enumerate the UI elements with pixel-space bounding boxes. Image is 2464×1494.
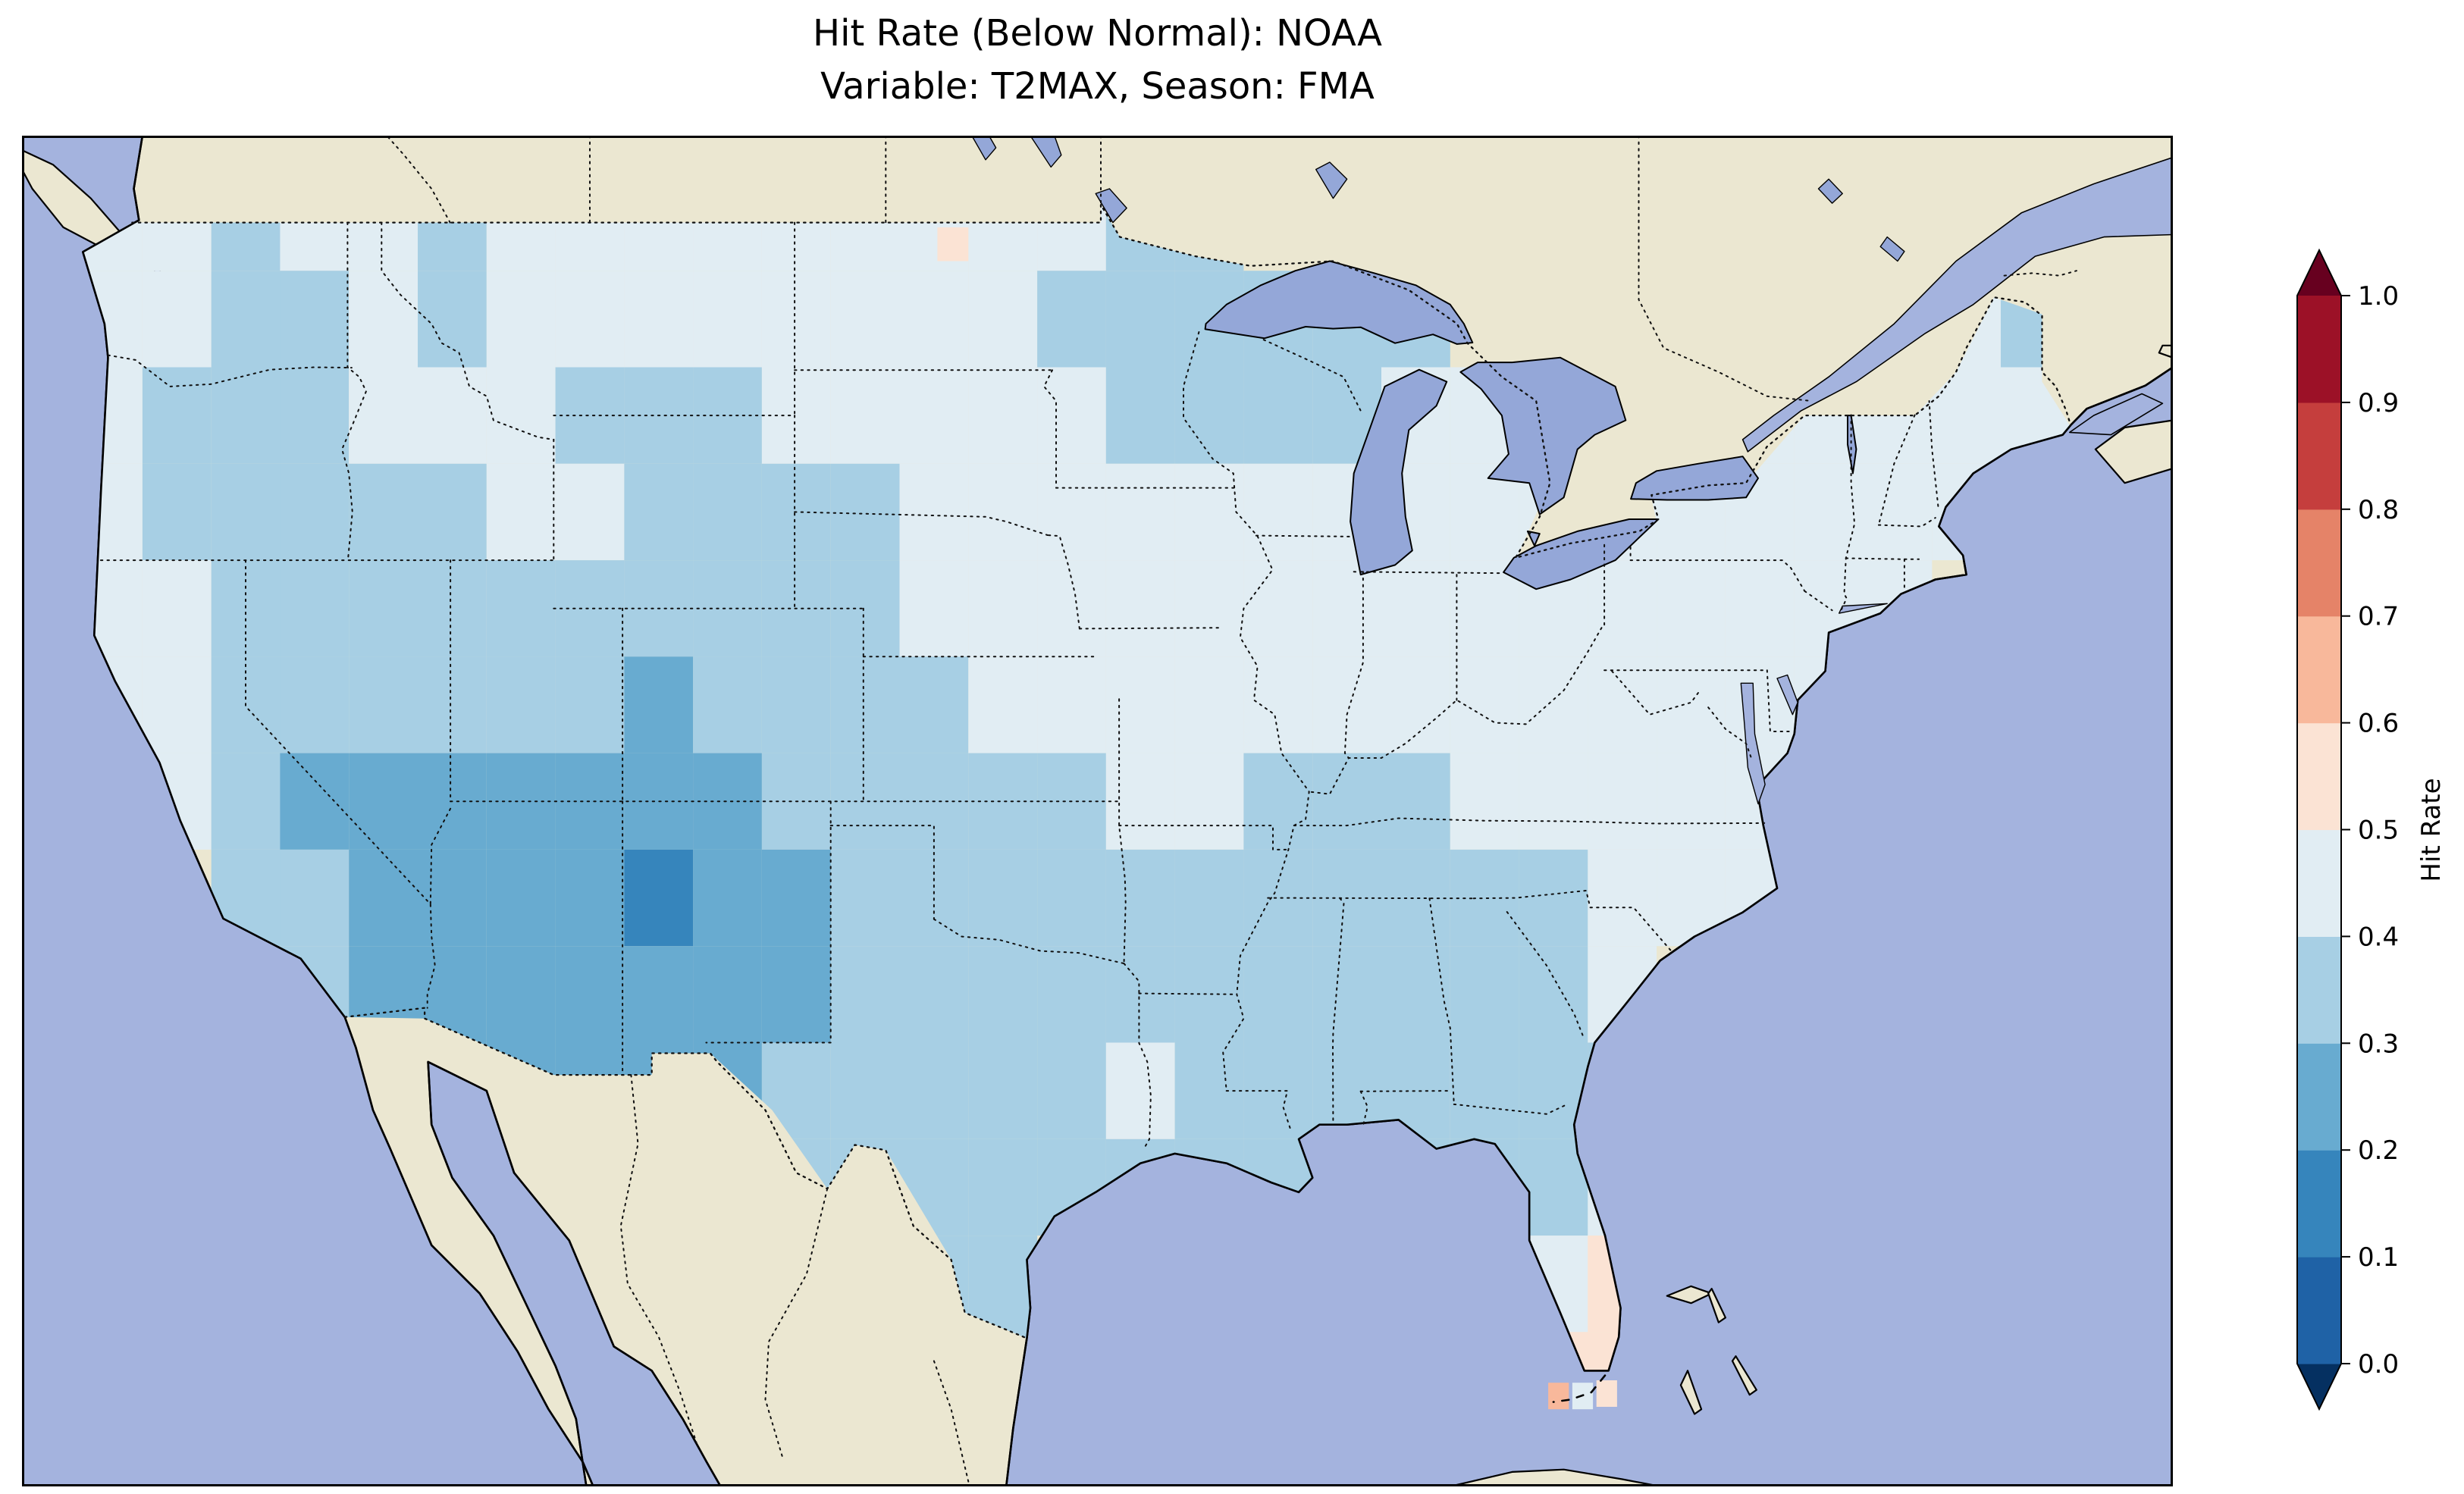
colorbar-tick-label: 0.7 <box>2358 602 2399 632</box>
coastline-layer <box>82 136 2173 1486</box>
colorbar-tick-label: 0.8 <box>2358 495 2399 525</box>
keys-coast-layer <box>1552 1374 1607 1403</box>
chart-title-line1: Hit Rate (Below Normal): NOAA <box>813 12 1382 55</box>
national-borders-layer <box>131 136 2077 1483</box>
chart-title: Hit Rate (Below Normal): NOAA Variable: … <box>22 8 2173 113</box>
colorbar-generated: 1.0 0.9 0.8 0.7 0.6 0.5 0.4 0.3 0.2 0.1 0.0 <box>2296 248 2399 1411</box>
colorbar-label: Hit Rate <box>2416 778 2447 882</box>
colorbar-tick-label: 0.4 <box>2358 922 2399 952</box>
colorbar-tick-label: 0.9 <box>2358 388 2399 418</box>
lakes-layer <box>971 136 1905 805</box>
extra-cells-layer <box>937 227 1617 1410</box>
map-axes <box>22 136 2173 1486</box>
colorbar-tick-label: 0.1 <box>2358 1242 2399 1273</box>
chart-title-line2: Variable: T2MAX, Season: FMA <box>820 64 1375 108</box>
colorbar-tick-label: 0.5 <box>2358 816 2399 846</box>
colorbar: 1.0 0.9 0.8 0.7 0.6 0.5 0.4 0.3 0.2 0.1 0.0 Hit Ra… <box>2296 248 2447 1411</box>
map-canvas <box>22 136 2173 1486</box>
axes-frame <box>22 136 2173 1486</box>
colorbar-tick-label: 0.3 <box>2358 1029 2399 1059</box>
colorbar-tick-label: 0.0 <box>2358 1349 2399 1380</box>
colorbar-tick-label: 1.0 <box>2358 281 2399 312</box>
colorbar-tick-label: 0.2 <box>2358 1135 2399 1166</box>
state-borders-layer <box>99 221 1939 1150</box>
colorbar-tick-label: 0.6 <box>2358 709 2399 739</box>
